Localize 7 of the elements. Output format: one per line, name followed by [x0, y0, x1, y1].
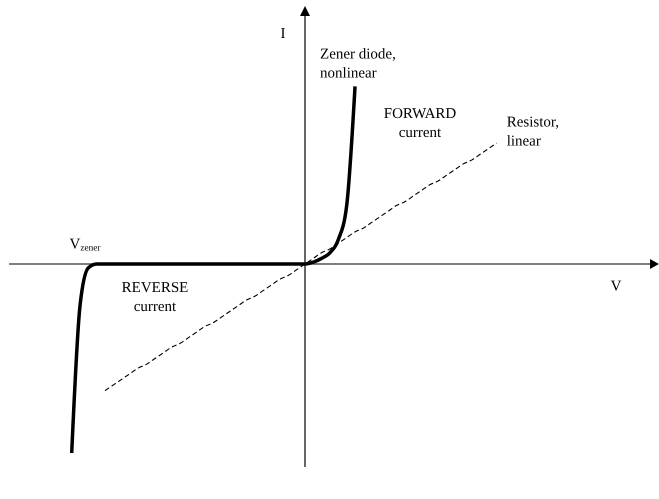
annotation: V$_{zener}$	[70, 236, 102, 254]
annotation: REVERSE current	[122, 280, 188, 315]
series-label: Resistor, linear	[506, 114, 560, 150]
series-label: Zener diode, nonlinear	[320, 46, 396, 82]
annotation: FORWARD current	[384, 106, 456, 141]
y-axis-title: I	[280, 26, 286, 42]
text: V	[610, 278, 622, 294]
